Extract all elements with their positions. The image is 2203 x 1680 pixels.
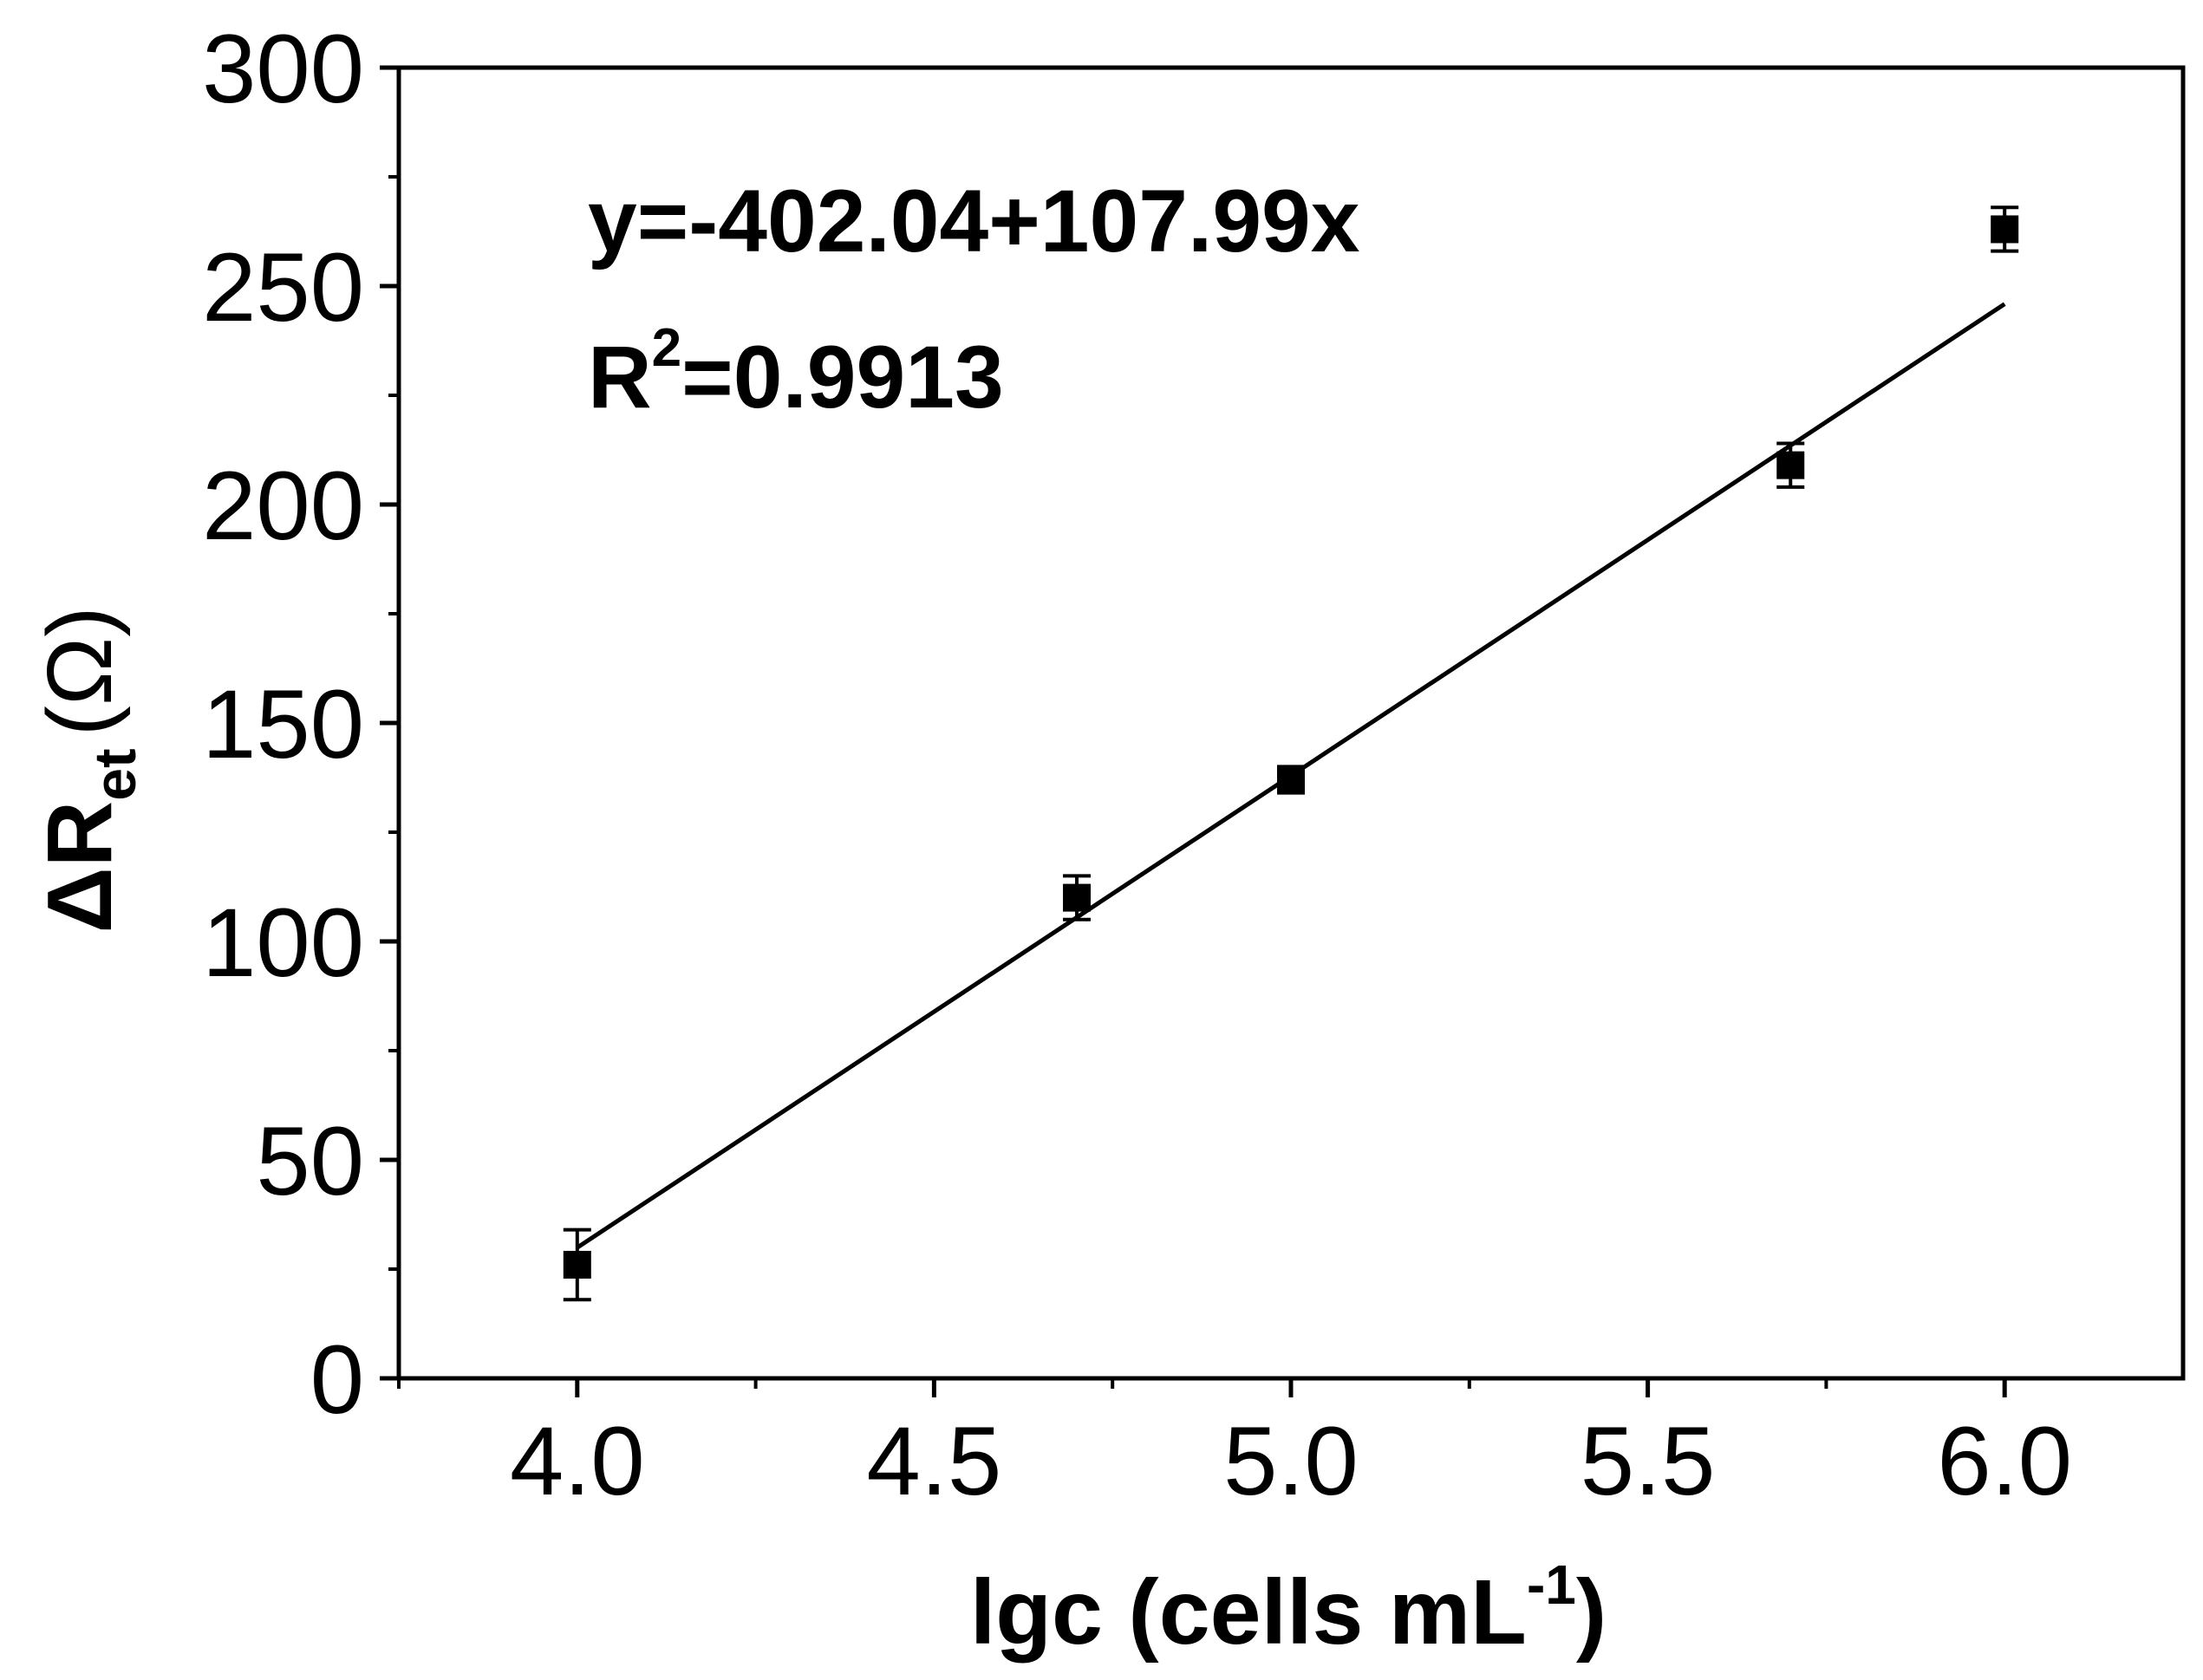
y-tick-label: 0 (310, 1325, 364, 1434)
axes: 4.0 4.5 5.0 5.5 6.0 0 50 100 150 200 250 300 (202, 15, 2186, 1515)
x-tick-label: 4.5 (867, 1407, 1002, 1515)
y-tick-label: 150 (202, 670, 364, 778)
y-axis-title: ΔRet(Ω) (29, 606, 148, 933)
data-point (1776, 451, 1805, 479)
y-tick-label: 300 (202, 15, 364, 123)
data-point (1063, 883, 1092, 912)
x-tick-label: 5.5 (1581, 1407, 1716, 1515)
y-tick-label: 100 (202, 889, 364, 997)
x-tick-label: 5.0 (1223, 1407, 1359, 1515)
x-tick-label: 4.0 (510, 1407, 645, 1515)
r2-annotation: R2=0.9913 (588, 318, 1004, 427)
data-point (1991, 215, 2019, 244)
data-point (1277, 765, 1305, 794)
x-axis-title: lgc (cells mL-1) (970, 1553, 1607, 1664)
y-tick-label: 50 (256, 1107, 364, 1215)
y-tick-label: 250 (202, 233, 364, 342)
equation-annotation: y=-402.04+107.99x (588, 172, 1360, 270)
x-tick-label: 6.0 (1937, 1407, 2072, 1515)
y-tick-label: 200 (202, 452, 364, 560)
data-point (563, 1250, 591, 1279)
data-points (563, 205, 2019, 1302)
